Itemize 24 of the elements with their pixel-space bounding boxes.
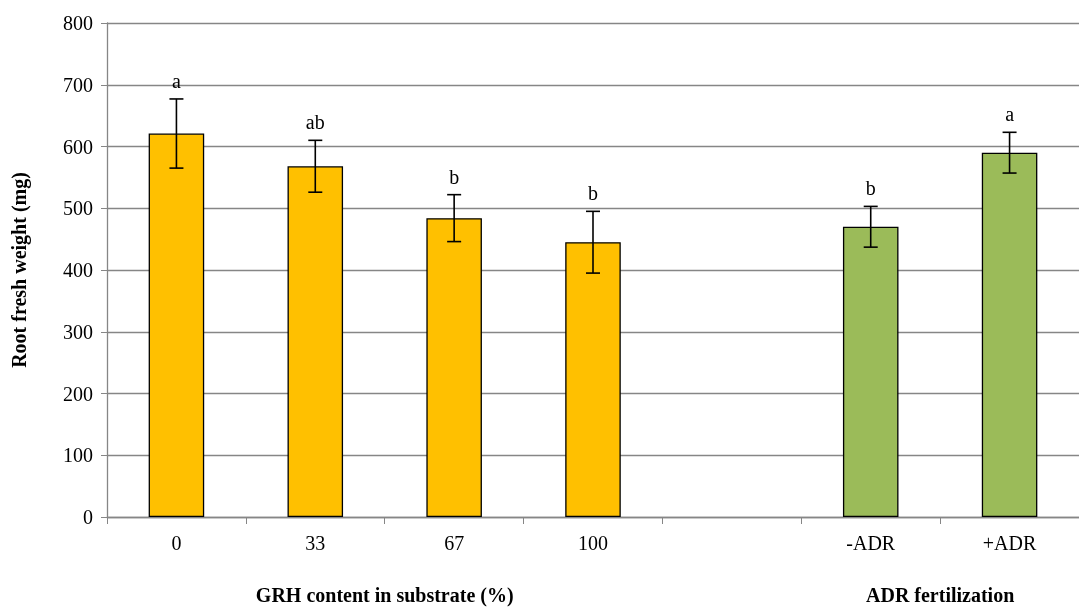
y-tick-label: 100 [63, 444, 93, 467]
x-tick-label: +ADR [982, 532, 1037, 554]
text: ADR fertilization [865, 584, 1015, 606]
y-tick-label: 400 [63, 259, 93, 281]
annotation: a [171, 69, 181, 92]
annotation: b [449, 165, 460, 188]
annotation: a [1005, 103, 1015, 126]
x-axis-title: GRH content in substrate (%) [255, 584, 514, 607]
annotation: ab [305, 111, 325, 134]
y-axis-title: Root fresh weight (mg) [8, 172, 31, 368]
annotation: b [588, 182, 598, 205]
x-tick-label: 0 [171, 532, 182, 554]
annotation: b [865, 177, 876, 200]
y-tick-label: 500 [63, 197, 93, 220]
y-tick-label: 0 [83, 506, 93, 528]
y-tick-label: 800 [63, 12, 93, 34]
y-tick-label: 700 [63, 73, 93, 96]
x-tick-label: 67 [444, 532, 465, 554]
x-tick-label: 33 [305, 532, 326, 554]
x-tick-label: -ADR [846, 532, 896, 554]
y-tick-label: 600 [63, 135, 93, 158]
x-tick-label: 100 [578, 532, 608, 554]
y-tick-label: 200 [63, 382, 93, 405]
y-tick-label: 300 [63, 320, 93, 343]
